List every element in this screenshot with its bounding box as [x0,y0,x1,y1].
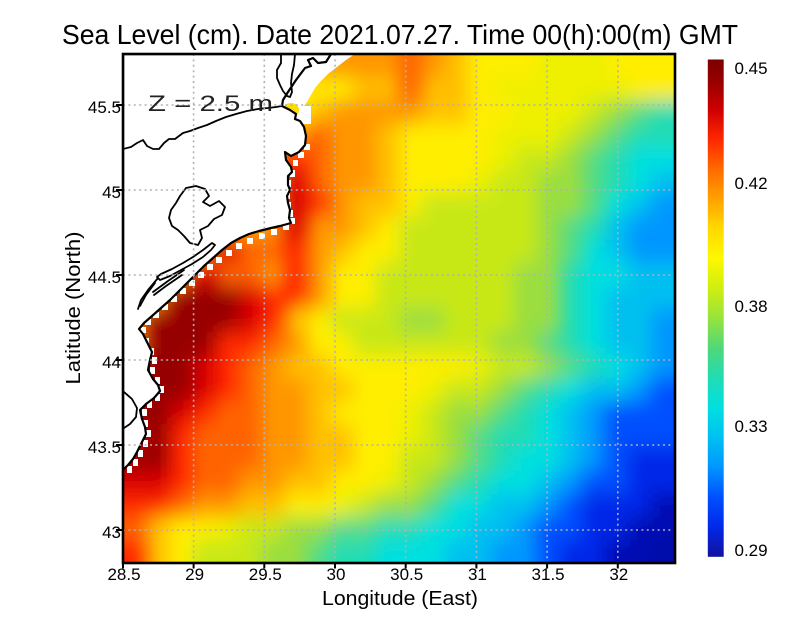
svg-text:0.45: 0.45 [735,59,768,78]
svg-text:Latitude (North): Latitude (North) [63,232,85,385]
svg-text:32: 32 [609,565,628,584]
svg-text:Longitude (East): Longitude (East) [322,588,478,610]
svg-text:30.5: 30.5 [390,565,423,584]
svg-text:31: 31 [468,565,487,584]
svg-text:0.38: 0.38 [735,297,768,316]
svg-text:44.5: 44.5 [88,268,121,287]
svg-text:45.5: 45.5 [88,98,121,117]
svg-text:0.29: 0.29 [735,541,768,560]
svg-text:Z = 2.5 m: Z = 2.5 m [148,91,273,116]
svg-text:43.5: 43.5 [88,438,121,457]
svg-text:31.5: 31.5 [532,565,565,584]
svg-text:Sea Level (cm). Date 2021.07.2: Sea Level (cm). Date 2021.07.27. Time 00… [62,19,738,50]
svg-text:29: 29 [185,565,204,584]
svg-text:0.42: 0.42 [735,174,768,193]
svg-text:43: 43 [102,523,121,542]
svg-text:28.5: 28.5 [107,565,140,584]
svg-text:45: 45 [102,183,121,202]
svg-text:44: 44 [102,353,121,372]
svg-text:0.33: 0.33 [735,417,768,436]
svg-text:29.5: 29.5 [249,565,282,584]
svg-text:30: 30 [327,565,346,584]
